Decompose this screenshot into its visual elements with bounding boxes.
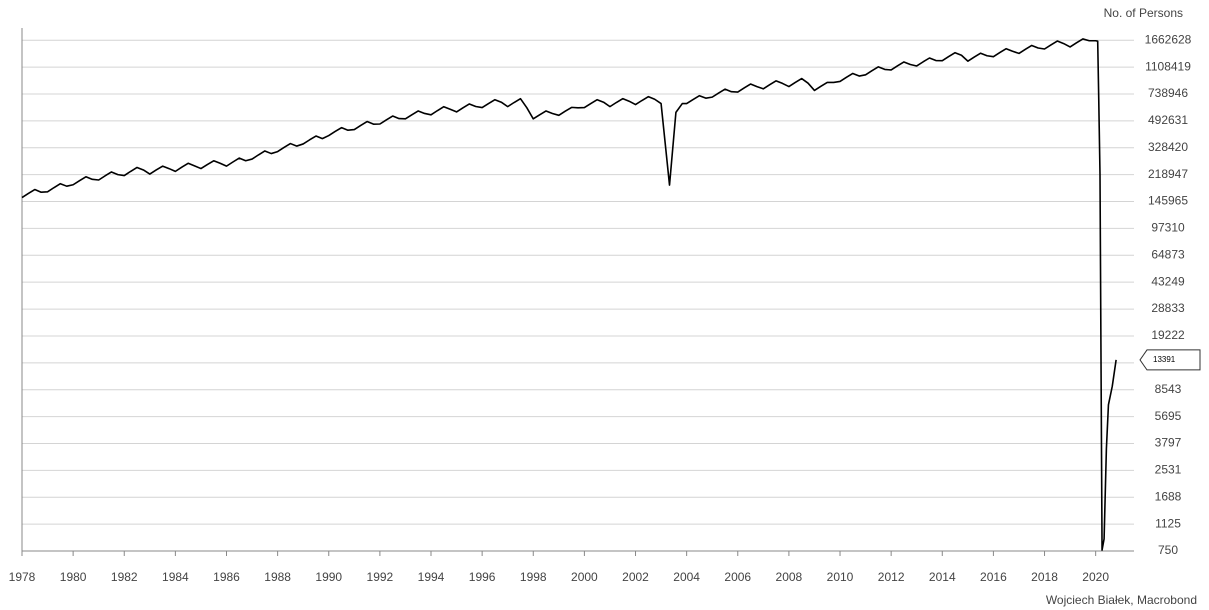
x-tick-label: 1990 — [315, 570, 342, 584]
y-tick-label: 43249 — [1151, 274, 1185, 288]
y-tick-label: 1125 — [1155, 516, 1181, 530]
y-tick-label: 492631 — [1148, 113, 1188, 127]
x-tick-label: 2008 — [776, 570, 803, 584]
x-tick-label: 2012 — [878, 570, 905, 584]
y-tick-label: 8543 — [1155, 382, 1182, 396]
x-tick-label: 1982 — [111, 570, 138, 584]
x-tick-label: 2018 — [1031, 570, 1058, 584]
y-tick-label: 1108419 — [1145, 59, 1191, 73]
data-line — [21, 38, 1117, 551]
x-tick-label: 2000 — [571, 570, 598, 584]
y-tick-label: 750 — [1158, 543, 1178, 557]
x-tick-label: 1988 — [264, 570, 291, 584]
x-tick-label: 1984 — [162, 570, 189, 584]
x-tick-label: 1992 — [367, 570, 394, 584]
x-tick-label: 2020 — [1082, 570, 1109, 584]
x-tick-label: 2010 — [827, 570, 854, 584]
x-tick-label: 1994 — [418, 570, 445, 584]
x-tick-label: 1986 — [213, 570, 240, 584]
y-tick-label: 5695 — [1155, 409, 1182, 423]
x-tick-label: 2014 — [929, 570, 956, 584]
y-tick-label: 97310 — [1151, 221, 1185, 235]
x-tick-label: 1996 — [469, 570, 496, 584]
y-tick-label: 328420 — [1148, 140, 1188, 154]
x-tick-label: 1978 — [9, 570, 36, 584]
y-tick-label: 19222 — [1151, 328, 1185, 342]
x-tick-label: 2016 — [980, 570, 1007, 584]
value-callout-box — [1139, 349, 1201, 371]
x-tick-label: 1980 — [60, 570, 87, 584]
x-tick-label: 2004 — [673, 570, 700, 584]
y-tick-label: 145965 — [1148, 194, 1188, 208]
value-callout-label: 13391 — [1153, 355, 1176, 364]
x-tick-label: 1998 — [520, 570, 547, 584]
y-tick-label: 28833 — [1151, 301, 1185, 315]
y-tick-label: 1662628 — [1145, 32, 1192, 46]
y-tick-label: 64873 — [1151, 247, 1185, 261]
y-tick-label: 2531 — [1155, 463, 1182, 477]
x-tick-label: 2006 — [724, 570, 751, 584]
y-axis-label: No. of Persons — [1104, 6, 1183, 20]
y-tick-label: 218947 — [1148, 167, 1188, 181]
y-tick-label: 3797 — [1155, 436, 1182, 450]
source: Wojciech Białek, Macrobond — [1046, 593, 1197, 607]
y-tick-label: 1688 — [1155, 489, 1182, 503]
x-tick-label: 2002 — [622, 570, 649, 584]
y-tick-label: 738946 — [1148, 86, 1188, 100]
